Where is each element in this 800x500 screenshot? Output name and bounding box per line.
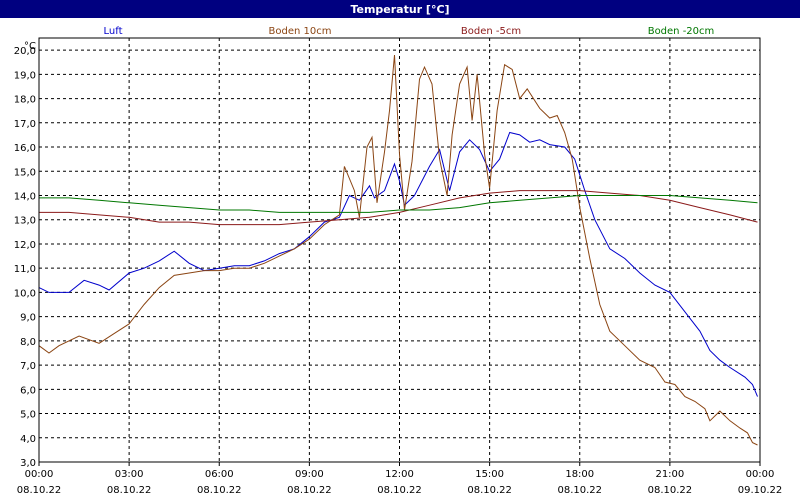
plot-frame <box>38 37 761 463</box>
y-tick-label: 18,0 <box>14 95 36 106</box>
x-tick-date: 08.10.22 <box>557 485 602 496</box>
y-tick-label: 17,0 <box>14 119 36 130</box>
x-tick-date: 08.10.22 <box>107 485 152 496</box>
title-bar <box>0 0 800 18</box>
y-tick-label: 19,0 <box>14 70 36 81</box>
y-axis-ticks: 3,0 4,0 5,0 6,0 7,0 8,0 9,0 10,0 11,0 12,0 13,0 14,… <box>14 46 36 469</box>
legend-entry: Boden -5cm <box>461 26 521 37</box>
x-tick-time: 09:00 <box>295 469 324 480</box>
legend-entry: Boden -20cm <box>648 26 715 37</box>
x-tick-date: 09.10.22 <box>738 485 783 496</box>
y-tick-label: 20,0 <box>14 46 36 57</box>
legend: Luft Boden 10cm Boden -5cm Boden -20cm <box>104 26 715 37</box>
y-tick-label: 12,0 <box>14 240 36 251</box>
series-lines <box>38 54 758 446</box>
x-tick-time: 12:00 <box>385 469 414 480</box>
chart-title: Temperatur [°C] <box>350 3 449 16</box>
y-tick-label: 9,0 <box>20 313 36 324</box>
y-axis-unit: °C <box>24 41 36 52</box>
series-line-luft <box>38 131 758 397</box>
x-tick-time: 03:00 <box>115 469 144 480</box>
x-axis-ticks: 00:00 08.10.22 03:00 08.10.22 06:00 08.10.22 0… <box>17 462 783 496</box>
x-tick-date: 08.10.22 <box>648 485 693 496</box>
y-tick-label: 13,0 <box>14 216 36 227</box>
x-tick-time: 06:00 <box>205 469 234 480</box>
y-tick-label: 6,0 <box>20 385 36 396</box>
y-tick-label: 4,0 <box>20 434 36 445</box>
x-tick-date: 08.10.22 <box>467 485 512 496</box>
y-tick-label: 14,0 <box>14 191 36 202</box>
y-tick-label: 8,0 <box>20 337 36 348</box>
y-tick-label: 7,0 <box>20 361 36 372</box>
legend-entry: Boden 10cm <box>269 26 332 37</box>
legend-entry: Luft <box>104 26 123 37</box>
x-tick-date: 08.10.22 <box>287 485 332 496</box>
x-tick-date: 08.10.22 <box>377 485 422 496</box>
y-tick-label: 5,0 <box>20 410 36 421</box>
series-line-boden-20cm <box>39 195 758 213</box>
x-tick-time: 00:00 <box>25 469 54 480</box>
x-tick-date: 08.10.22 <box>17 485 62 496</box>
x-tick-time: 18:00 <box>565 469 594 480</box>
x-tick-time: 21:00 <box>655 469 684 480</box>
y-tick-label: 10,0 <box>14 288 36 299</box>
series-line-boden-10cm <box>38 54 758 446</box>
y-tick-label: 3,0 <box>20 458 36 469</box>
y-tick-label: 16,0 <box>14 143 36 154</box>
x-tick-date: 08.10.22 <box>197 485 242 496</box>
y-tick-label: 11,0 <box>14 264 36 275</box>
x-tick-time: 00:00 <box>746 469 775 480</box>
grid <box>39 38 760 463</box>
y-tick-label: 15,0 <box>14 167 36 178</box>
x-tick-time: 15:00 <box>475 469 504 480</box>
